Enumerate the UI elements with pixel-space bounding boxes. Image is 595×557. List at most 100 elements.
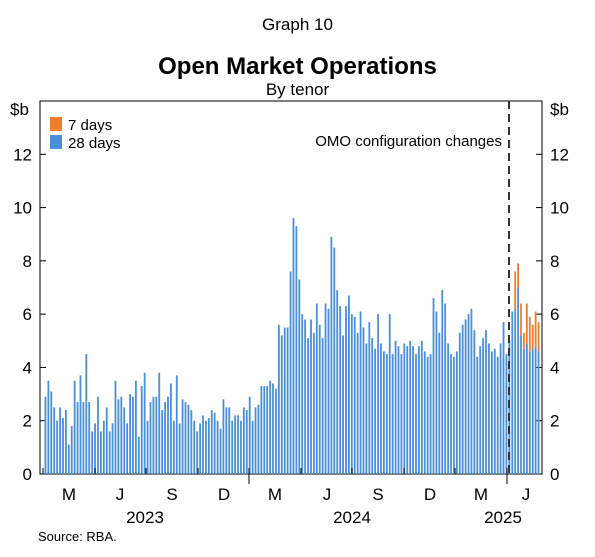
bar-28-days <box>342 335 344 474</box>
bar-28-days <box>266 386 269 474</box>
bar-28-days <box>62 418 64 474</box>
bar-28-days <box>245 410 248 474</box>
bar-28-days <box>310 319 312 474</box>
bar-28-days <box>304 319 307 474</box>
bar-28-days <box>47 380 50 474</box>
bar-28-days <box>397 346 400 474</box>
x-tick-label: D <box>218 485 230 504</box>
bar-28-days <box>280 335 283 474</box>
bar-28-days <box>418 346 420 474</box>
bar-28-days <box>385 354 388 474</box>
bar-28-days <box>307 338 309 474</box>
bar-28-days <box>289 271 292 474</box>
bar-28-days <box>76 402 79 474</box>
bar-28-days <box>240 420 242 474</box>
y-tick-label-left: 10 <box>13 199 32 218</box>
bar-28-days <box>202 415 204 474</box>
x-tick-label: M <box>268 485 282 504</box>
bar-28-days <box>359 311 362 474</box>
bar-28-days <box>210 410 213 474</box>
bar-28-days <box>312 332 315 474</box>
bar-28-days <box>146 420 149 474</box>
bar-28-days <box>70 426 73 474</box>
bar-28-days <box>345 306 347 474</box>
bar-28-days <box>447 343 449 474</box>
bar-28-days <box>155 396 158 474</box>
bar-28-days <box>321 338 324 474</box>
bar-28-days <box>534 346 537 474</box>
bar-28-days <box>403 343 406 474</box>
bar-28-days <box>164 402 166 474</box>
bar-28-days <box>394 340 397 474</box>
bar-28-days <box>222 399 225 474</box>
y-tick-label-right: 8 <box>550 252 559 271</box>
bar-28-days <box>353 316 356 474</box>
bar-28-days <box>485 330 487 474</box>
y-unit-left: $b <box>10 100 29 119</box>
year-label-2023: 2023 <box>126 508 164 527</box>
bar-28-days <box>347 295 350 474</box>
bar-28-days <box>242 407 245 474</box>
year-label-2024: 2024 <box>333 508 371 527</box>
bar-28-days <box>277 324 280 474</box>
legend-label-7days: 7 days <box>68 117 112 134</box>
bar-28-days <box>286 327 289 474</box>
y-tick-label-left: 8 <box>23 252 32 271</box>
bar-28-days <box>97 396 99 474</box>
bar-28-days <box>377 314 379 474</box>
y-tick-label-left: 0 <box>23 465 32 484</box>
bar-28-days <box>426 356 429 474</box>
bar-7-days <box>520 303 522 336</box>
bar-7-days <box>531 324 534 349</box>
x-tick-label: M <box>474 485 488 504</box>
bar-28-days <box>126 423 129 474</box>
bar-7-days <box>534 311 537 347</box>
bar-28-days <box>143 372 146 474</box>
bar-28-days <box>205 420 207 474</box>
bar-28-days <box>479 346 482 474</box>
bar-28-days <box>135 380 137 474</box>
bar-28-days <box>82 402 85 474</box>
bar-28-days <box>400 354 403 474</box>
bar-28-days <box>412 346 414 474</box>
bar-28-days <box>327 308 330 474</box>
bar-28-days <box>257 404 260 474</box>
y-axis-left: 0 2 4 6 8 10 12 <box>13 145 46 484</box>
x-tick-label: D <box>424 485 436 504</box>
bar-28-days <box>67 444 70 474</box>
bar-28-days <box>435 311 438 474</box>
bar-28-days <box>441 290 444 474</box>
bar-28-days <box>520 335 522 474</box>
bar-28-days <box>301 314 304 474</box>
bar-28-days <box>537 351 540 474</box>
bar-28-days <box>140 386 143 474</box>
bar-28-days <box>184 402 187 474</box>
bar-28-days <box>450 354 452 474</box>
legend: 7 days 28 days <box>50 117 121 152</box>
y-tick-label-left: 4 <box>23 358 32 377</box>
y-tick-label-right: 10 <box>550 199 569 218</box>
bar-28-days <box>493 348 496 474</box>
bar-28-days <box>470 308 473 474</box>
y-tick-label-right: 4 <box>550 358 559 377</box>
y-unit-right: $b <box>550 100 569 119</box>
bar-28-days <box>523 348 525 474</box>
x-tick-label: S <box>166 485 177 504</box>
bar-28-days <box>502 322 505 474</box>
bar-28-days <box>114 380 117 474</box>
bar-28-days <box>170 383 172 474</box>
bar-28-days <box>388 314 391 474</box>
bar-28-days <box>368 322 371 474</box>
x-tick-label: J <box>323 485 332 504</box>
bar-7-days <box>525 303 528 344</box>
bar-28-days <box>94 423 96 474</box>
bar-28-days <box>85 354 88 474</box>
bar-28-days <box>260 386 263 474</box>
bar-28-days <box>196 431 199 474</box>
bar-28-days <box>207 418 210 474</box>
bar-28-days <box>175 375 178 474</box>
bar-28-days <box>365 343 368 474</box>
bar-7-days <box>528 316 531 352</box>
bar-28-days <box>216 420 219 474</box>
